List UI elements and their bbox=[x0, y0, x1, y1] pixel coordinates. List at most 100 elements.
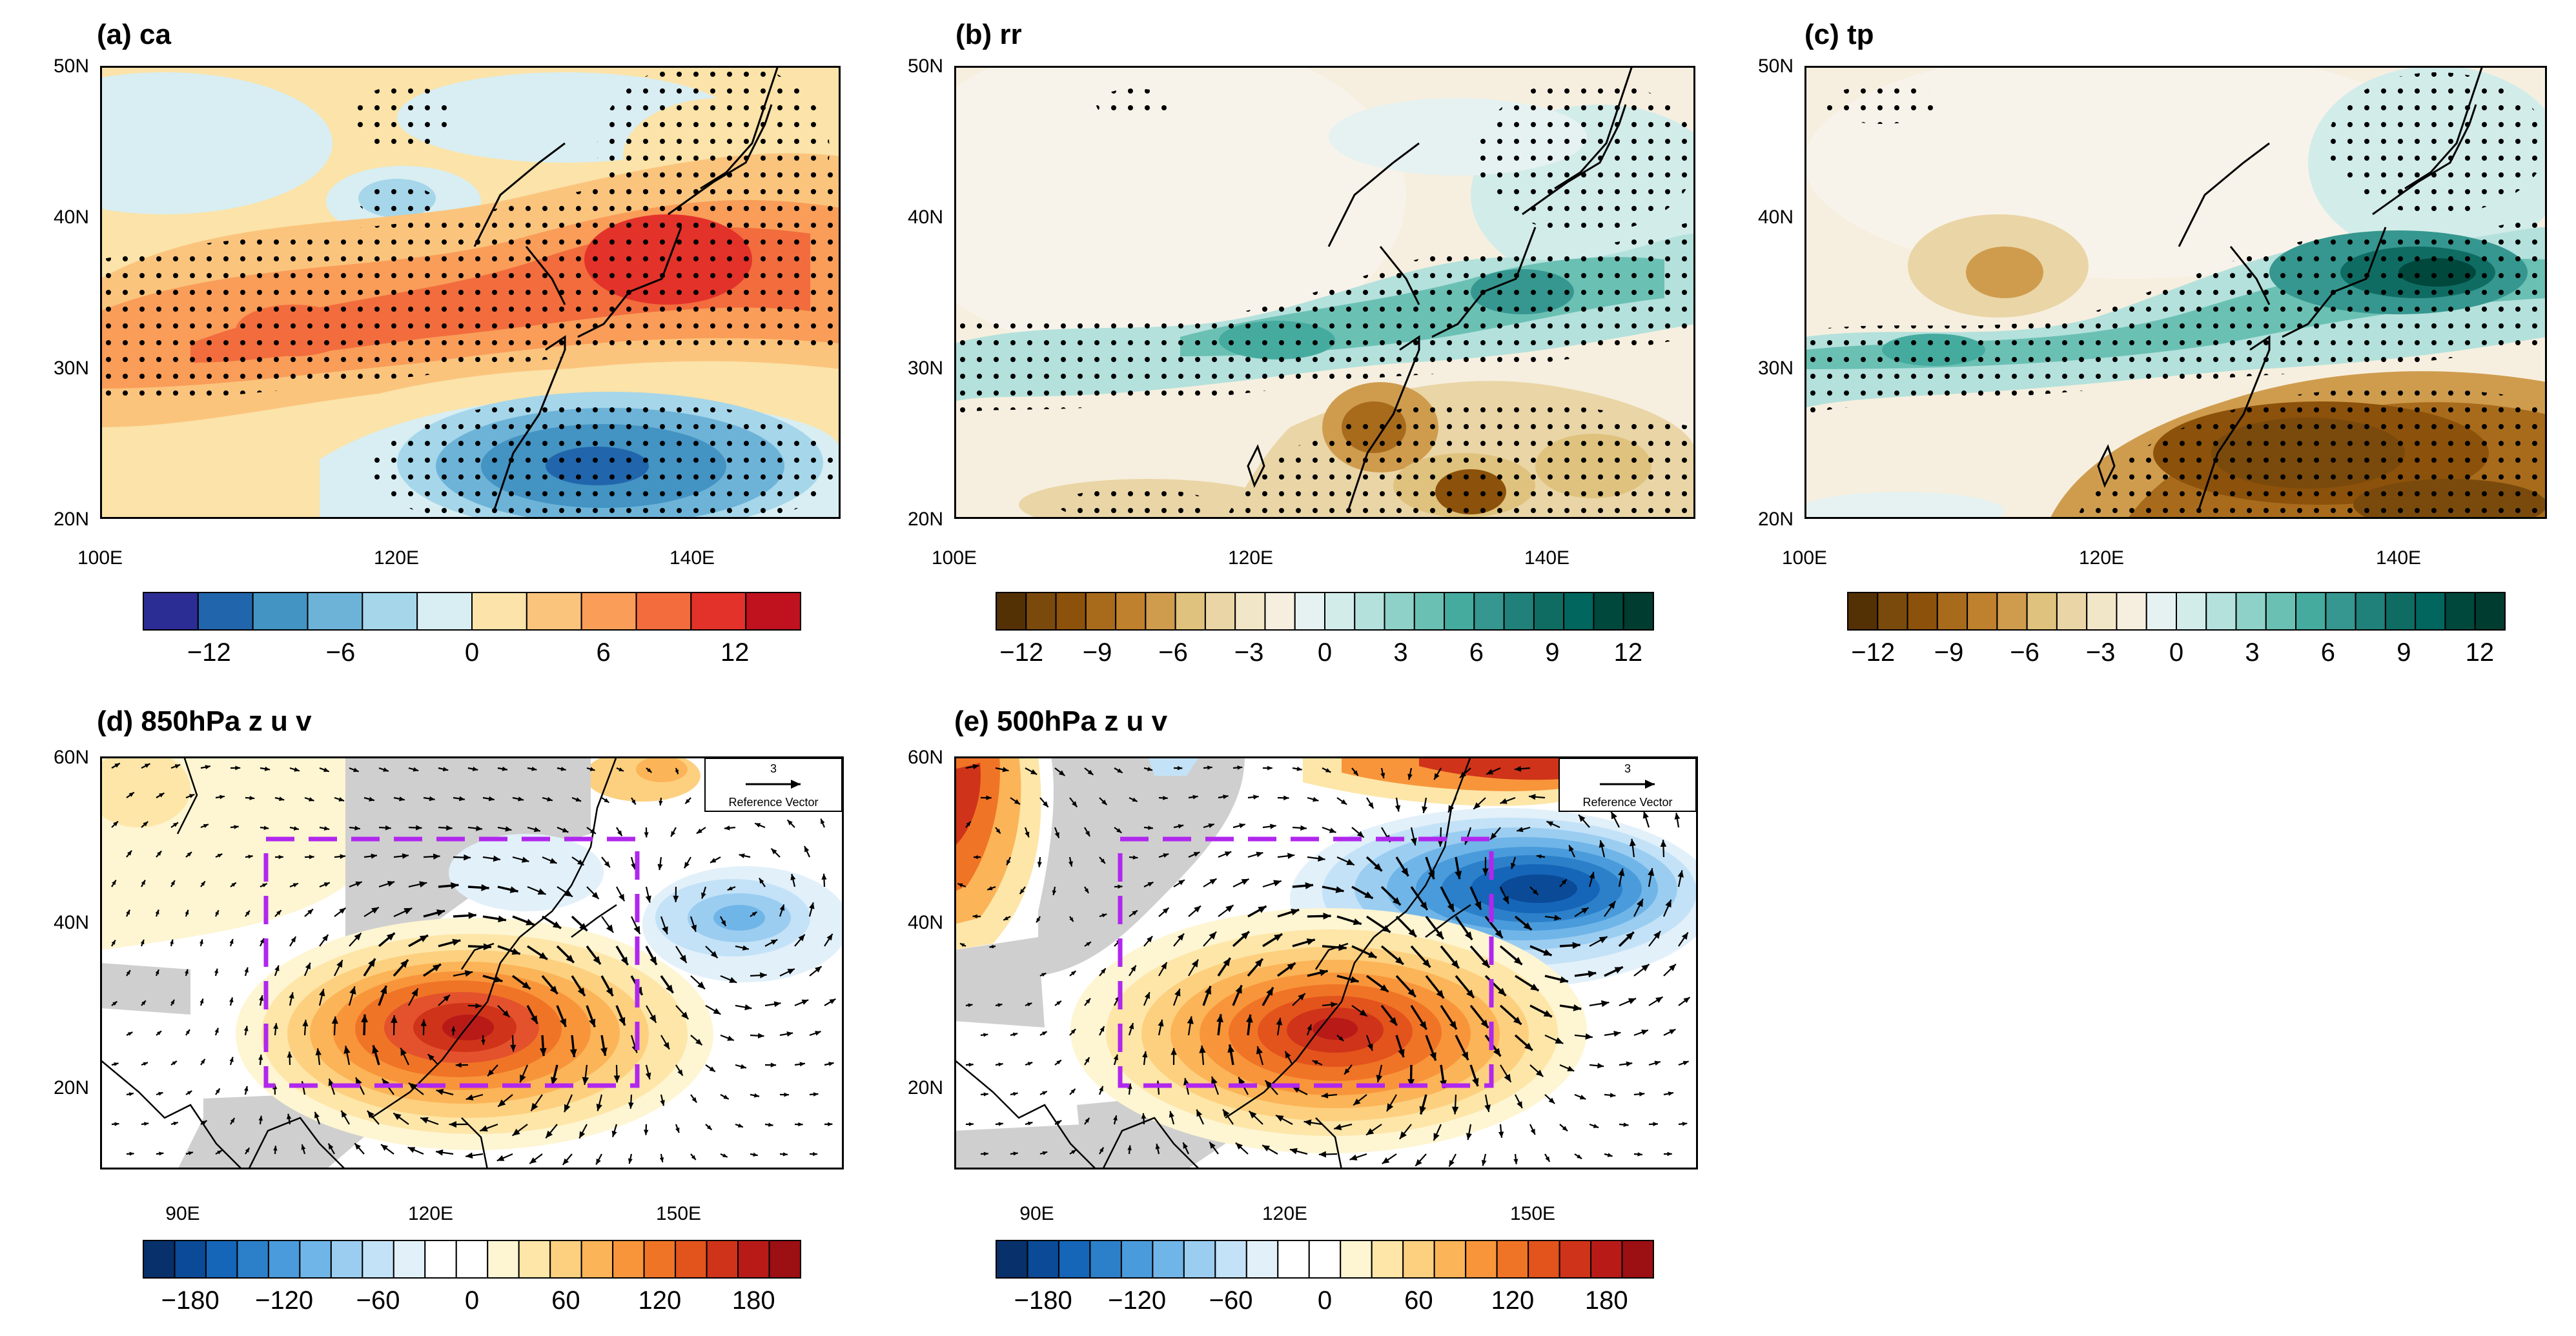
wind-vector-head bbox=[278, 855, 283, 860]
x-tick-label: 140E bbox=[1524, 547, 1569, 569]
wind-vector-head bbox=[245, 1148, 250, 1153]
wind-vector-head bbox=[518, 796, 524, 802]
wind-vector-head bbox=[170, 939, 174, 944]
wind-vector-head bbox=[998, 1122, 1003, 1126]
wind-vector-head bbox=[593, 956, 601, 964]
wind-vector-head bbox=[336, 960, 343, 968]
wind-vector-head bbox=[436, 909, 445, 916]
wind-vector-head bbox=[367, 1110, 374, 1118]
wind-vector-head bbox=[727, 886, 733, 891]
wind-vector-head bbox=[315, 1048, 322, 1056]
wind-vector-head bbox=[1158, 1019, 1164, 1027]
wind-vector-head bbox=[529, 1157, 537, 1164]
wind-vector-head bbox=[604, 798, 609, 803]
wind-vector-head bbox=[1380, 984, 1389, 992]
wind-vector-head bbox=[202, 1120, 207, 1125]
wind-vector-head bbox=[1147, 767, 1152, 771]
wind-vector-head bbox=[1636, 898, 1643, 907]
wind-vector-head bbox=[787, 820, 793, 825]
wind-vector-head bbox=[1561, 879, 1567, 885]
colorbar-swatch bbox=[2205, 592, 2237, 631]
wind-vector-head bbox=[1196, 1109, 1202, 1117]
wind-vector-head bbox=[582, 1077, 589, 1085]
y-tick-label: 20N bbox=[908, 509, 943, 530]
wind-vector-head bbox=[1387, 1103, 1394, 1111]
wind-vector-head bbox=[575, 797, 582, 802]
wind-vector-head bbox=[155, 909, 159, 915]
colorbar-swatch bbox=[1906, 592, 1938, 631]
wind-vector-head bbox=[217, 1150, 222, 1155]
wind-vector-head bbox=[393, 1113, 402, 1120]
wind-vector-head bbox=[611, 1130, 617, 1137]
colorbar-swatch bbox=[330, 1240, 363, 1279]
wind-vector-head bbox=[1100, 858, 1105, 864]
wind-vector-head bbox=[673, 895, 679, 902]
wind-vector-head bbox=[998, 1062, 1003, 1067]
colorbar-swatch bbox=[424, 1240, 457, 1279]
wind-vector-head bbox=[205, 765, 210, 769]
panel-d-colorbar: −180 −120 −60 0 60 120 180 bbox=[143, 1240, 801, 1315]
x-tick-label: 100E bbox=[932, 547, 977, 569]
wind-vector-head bbox=[620, 956, 628, 966]
wind-vector-head bbox=[1359, 1009, 1367, 1017]
wind-vector-head bbox=[407, 1147, 416, 1153]
wind-vector-head bbox=[1555, 1037, 1564, 1044]
wind-vector-head bbox=[522, 856, 529, 863]
colorbar-swatch bbox=[393, 1240, 426, 1279]
wind-vector-head bbox=[328, 1143, 334, 1150]
wind-vector-head bbox=[215, 910, 219, 915]
wind-vector-head bbox=[1099, 1086, 1103, 1092]
colorbar-swatch bbox=[299, 1240, 332, 1279]
wind-vector-head bbox=[628, 1158, 633, 1164]
wind-vector-head bbox=[1318, 855, 1325, 862]
wind-vector-head bbox=[1447, 903, 1455, 912]
colorbar-swatch bbox=[1967, 592, 1998, 631]
wind-vector-head bbox=[1599, 840, 1605, 848]
wind-vector-head bbox=[1178, 880, 1185, 886]
wind-vector-head bbox=[1461, 1051, 1469, 1060]
wind-vector-head bbox=[660, 1100, 665, 1106]
wind-vector-head bbox=[1169, 1111, 1174, 1118]
wind-vector-head bbox=[231, 882, 236, 887]
panel-e-title: (e) 500hPa z u v bbox=[954, 705, 1168, 737]
wind-vector-head bbox=[742, 945, 749, 951]
y-tick-label: 40N bbox=[54, 207, 89, 228]
wind-vector-head bbox=[216, 1088, 220, 1093]
wind-vector-head bbox=[413, 767, 419, 772]
colorbar-label: 6 bbox=[1469, 638, 1484, 667]
wind-vector-head bbox=[1641, 1029, 1648, 1035]
colorbar-swatch bbox=[1085, 592, 1117, 631]
wind-vector-head bbox=[1012, 1032, 1018, 1037]
wind-vector-head bbox=[986, 795, 992, 800]
wind-vector-head bbox=[230, 1118, 235, 1123]
panel-e-colorbar: −180 −120 −60 0 60 120 180 bbox=[996, 1240, 1655, 1315]
colorbar-label: 120 bbox=[1491, 1286, 1534, 1315]
wind-vector-head bbox=[739, 853, 745, 858]
wind-vector-head bbox=[129, 1151, 134, 1156]
x-tick-label: 90E bbox=[165, 1203, 199, 1224]
wind-vector-head bbox=[1170, 1048, 1177, 1055]
wind-vector-head bbox=[143, 821, 148, 827]
wind-vector-head bbox=[259, 995, 264, 1001]
colorbar-swatch bbox=[1264, 592, 1296, 631]
wind-vector-head bbox=[1579, 1095, 1586, 1100]
wind-vector-head bbox=[1588, 970, 1597, 978]
wind-vector-head bbox=[1070, 971, 1076, 976]
wind-vector-head bbox=[128, 1032, 133, 1036]
panel-a-y-ticks: 50N 40N 30N 20N bbox=[54, 56, 89, 530]
wind-vector-head bbox=[472, 766, 478, 771]
wind-vector-head bbox=[1683, 997, 1690, 1004]
wind-vector-head bbox=[1085, 831, 1090, 836]
wind-vector-head bbox=[1307, 1024, 1312, 1031]
wind-vector-head bbox=[112, 880, 116, 886]
wind-vector-head bbox=[724, 825, 730, 831]
wind-vector-head bbox=[1086, 942, 1091, 946]
wind-vector-head bbox=[1283, 795, 1289, 800]
wind-vector-head bbox=[1319, 969, 1328, 977]
wind-vector-head bbox=[159, 793, 165, 798]
colorbar-label: 0 bbox=[1318, 1286, 1332, 1315]
wind-vector-head bbox=[1209, 1142, 1216, 1149]
wind-vector-head bbox=[386, 933, 395, 941]
wind-vector-head bbox=[596, 1104, 602, 1111]
wind-vector-head bbox=[1589, 871, 1595, 879]
